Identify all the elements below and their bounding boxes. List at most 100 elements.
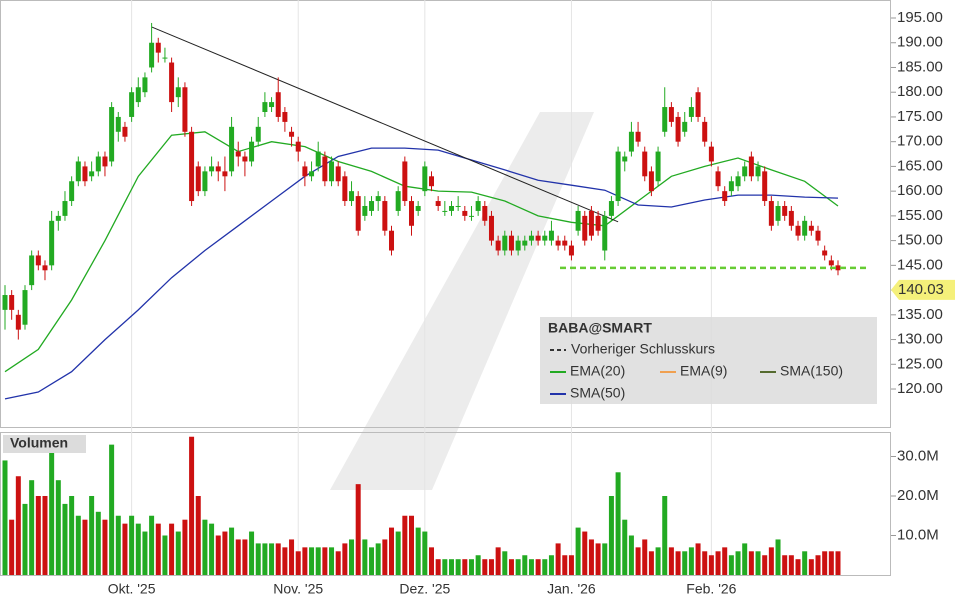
volume-bar [282,547,288,575]
candle-body [329,161,335,182]
candle-body [548,230,554,241]
candle-body [828,260,834,266]
candle-body [315,151,321,167]
candle-body [608,201,614,216]
indicator-line [4,147,839,400]
candle-body [655,151,661,182]
volume-bar [329,547,335,575]
volume-bar [515,559,521,575]
volume-bar [495,547,501,575]
volume-bar [448,559,454,575]
candle-body [162,57,168,59]
volume-bar [622,519,628,575]
volume-bar [555,543,561,575]
volume-bar [815,555,821,575]
candle-body [662,107,668,132]
volume-bar [702,551,708,575]
candle-body [309,171,315,177]
volume-bar [309,547,315,575]
indicator-line [4,131,839,373]
volume-bar [722,547,728,575]
legend-label: SMA(150) [780,363,843,379]
volume-bar [269,543,275,575]
volume-bar [695,543,701,575]
candle-body [455,205,461,207]
volume-bar [462,559,468,575]
x-tick-label: Dez. '25 [399,581,450,597]
volume-bar [762,555,768,575]
candle-body [668,107,674,122]
candle-body [515,240,521,251]
candle-body [768,201,774,226]
candle-body [435,201,441,206]
candle-body [275,92,281,117]
volume-bar [202,519,208,575]
candle-body [149,42,155,68]
candle-body [9,295,15,310]
candle-body [468,215,474,217]
candle-body [75,161,81,182]
candle-body [675,116,681,142]
volume-bar [289,539,295,575]
volume-bar [102,519,108,575]
volume-bar [648,551,654,575]
candle-body [235,151,241,157]
volume-bar [662,495,668,575]
legend-label: EMA(20) [570,363,625,379]
y-tick-label: 165.00 [897,157,943,174]
volume-bar [375,543,381,575]
candle-body [22,290,28,325]
volume-bar [182,519,188,575]
candle-body [448,205,454,211]
candle-body [69,181,75,202]
y-tick-label: 125.00 [897,355,943,372]
volume-bar [382,539,388,575]
candle-body [15,314,21,330]
volume-bar [402,515,408,575]
watermark [330,112,594,490]
volume-bar [615,472,621,575]
volume-tick-label: 30.0M [897,447,939,464]
volume-bar [89,495,95,575]
volume-bar [9,519,15,575]
volume-tick-label: 10.0M [897,526,939,543]
candle-body [735,176,741,187]
x-tick-label: Nov. '25 [273,581,323,597]
volume-bar [682,551,688,575]
volume-bar [62,503,68,575]
volume-bar [229,527,235,575]
volume-bar [175,531,181,575]
y-tick-label: 130.00 [897,331,943,348]
volume-bar [115,515,121,575]
volume-bar [642,539,648,575]
candle-body [748,156,754,177]
candle-body [495,240,501,251]
volume-bar [668,547,674,575]
candle-body [555,240,561,246]
candle-body [682,121,688,132]
candle-body [109,107,115,162]
candle-body [42,265,48,271]
volume-bar [209,523,215,575]
volume-bar [302,547,308,575]
volume-bar [335,551,341,575]
candle-body [222,171,228,177]
volume-bar [488,559,494,575]
candle-body [29,255,35,286]
volume-bar [129,515,135,575]
candle-body [428,176,434,187]
candle-body [129,92,135,117]
y-tick-label: 135.00 [897,306,943,323]
x-tick-label: Jan. '26 [547,581,596,597]
candle-body [102,156,108,167]
volume-bar [802,551,808,575]
volume-bar [135,523,141,575]
candle-body [808,225,814,231]
candle-body [415,205,421,211]
volume-bar [422,531,428,575]
y-tick-label: 195.00 [897,9,943,26]
candle-body [282,111,288,122]
candle-body [35,255,41,266]
candle-body [475,201,481,211]
